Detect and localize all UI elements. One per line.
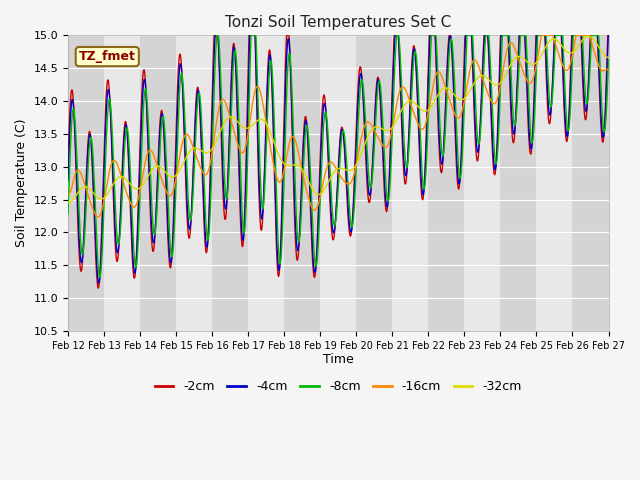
Bar <box>140 36 176 331</box>
Y-axis label: Soil Temperature (C): Soil Temperature (C) <box>15 119 28 247</box>
Title: Tonzi Soil Temperatures Set C: Tonzi Soil Temperatures Set C <box>225 15 451 30</box>
Text: TZ_fmet: TZ_fmet <box>79 50 136 63</box>
Bar <box>572 36 609 331</box>
Bar <box>500 36 536 331</box>
Bar <box>68 36 104 331</box>
Bar <box>356 36 392 331</box>
Bar <box>212 36 248 331</box>
Bar <box>428 36 465 331</box>
X-axis label: Time: Time <box>323 353 354 366</box>
Bar <box>284 36 320 331</box>
Legend: -2cm, -4cm, -8cm, -16cm, -32cm: -2cm, -4cm, -8cm, -16cm, -32cm <box>150 375 527 398</box>
